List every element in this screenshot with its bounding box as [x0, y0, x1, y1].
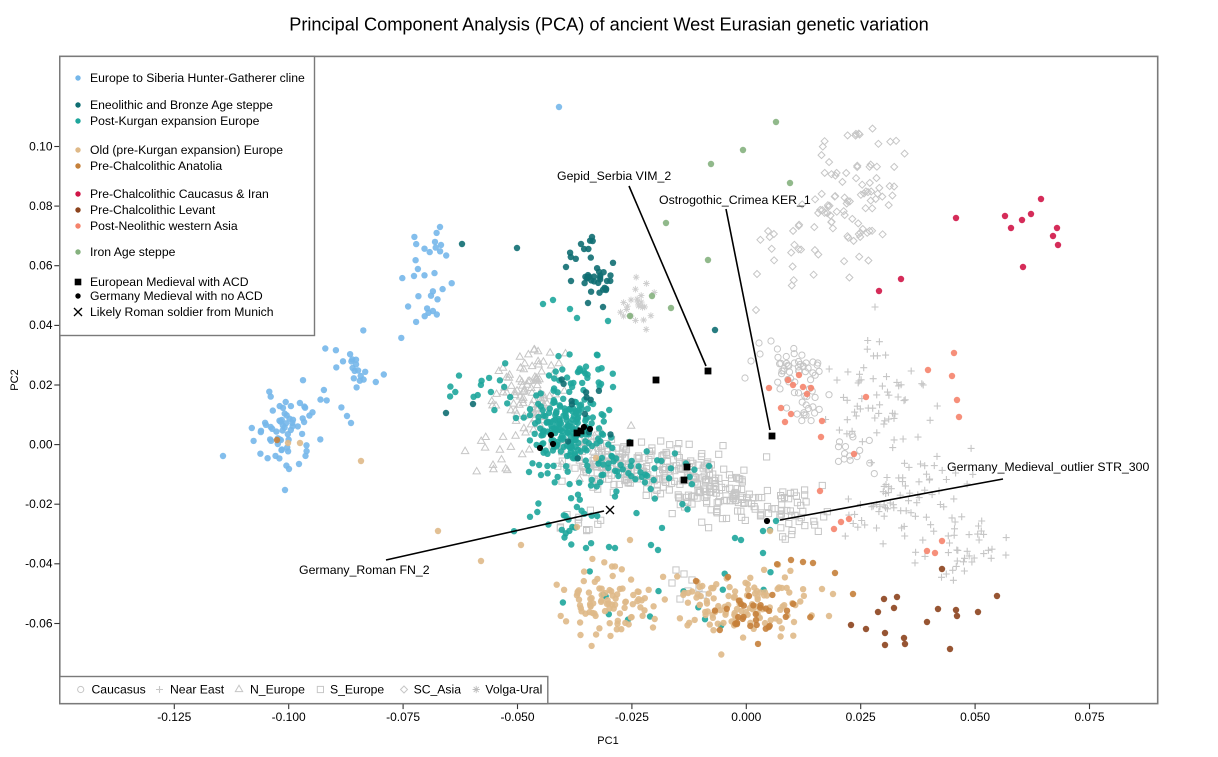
svg-text:Eneolithic and Bronze Age step: Eneolithic and Bronze Age steppe [90, 98, 273, 112]
svg-text:N_Europe: N_Europe [250, 683, 305, 697]
svg-text:Volga-Ural: Volga-Ural [485, 683, 542, 697]
svg-text:Europe to Siberia Hunter-Gathe: Europe to Siberia Hunter-Gatherer cline [90, 71, 305, 85]
svg-text:European Medieval with ACD: European Medieval with ACD [90, 275, 249, 289]
svg-text:0.02: 0.02 [29, 378, 53, 392]
svg-text:Caucasus: Caucasus [92, 683, 146, 697]
svg-text:Gepid_Serbia VIM_2: Gepid_Serbia VIM_2 [557, 169, 671, 183]
svg-text:Ostrogothic_Crimea KER_1: Ostrogothic_Crimea KER_1 [659, 193, 811, 207]
svg-text:0.08: 0.08 [29, 199, 53, 213]
svg-text:Pre-Chalcolithic Anatolia: Pre-Chalcolithic Anatolia [90, 159, 222, 173]
svg-text:0.06: 0.06 [29, 259, 53, 273]
svg-text:Pre-Chalcolithic Caucasus & Ir: Pre-Chalcolithic Caucasus & Iran [90, 187, 269, 201]
svg-text:0.10: 0.10 [29, 139, 53, 153]
svg-text:0.04: 0.04 [29, 318, 53, 332]
svg-text:-0.125: -0.125 [157, 710, 191, 724]
svg-text:-0.04: -0.04 [25, 557, 53, 571]
svg-text:S_Europe: S_Europe [330, 683, 384, 697]
svg-text:Germany Medieval with no ACD: Germany Medieval with no ACD [90, 289, 263, 303]
svg-text:-0.100: -0.100 [272, 710, 306, 724]
svg-text:PC2: PC2 [9, 369, 21, 390]
svg-text:Principal Component Analysis (: Principal Component Analysis (PCA) of an… [289, 15, 929, 35]
svg-text:SC_Asia: SC_Asia [414, 683, 462, 697]
svg-text:Old (pre-Kurgan expansion) Eur: Old (pre-Kurgan expansion) Europe [90, 143, 283, 157]
svg-text:0.000: 0.000 [731, 710, 761, 724]
svg-text:-0.075: -0.075 [386, 710, 420, 724]
svg-text:Germany_Roman FN_2: Germany_Roman FN_2 [299, 563, 430, 577]
svg-text:-0.025: -0.025 [615, 710, 649, 724]
svg-text:Near East: Near East [170, 683, 225, 697]
svg-text:Germany_Medieval_outlier STR_3: Germany_Medieval_outlier STR_300 [947, 460, 1149, 474]
svg-text:-0.02: -0.02 [25, 497, 53, 511]
svg-text:Pre-Chalcolithic Levant: Pre-Chalcolithic Levant [90, 203, 216, 217]
svg-text:0.050: 0.050 [960, 710, 990, 724]
svg-text:-0.050: -0.050 [500, 710, 534, 724]
svg-text:0.00: 0.00 [29, 437, 53, 451]
svg-text:0.025: 0.025 [846, 710, 876, 724]
svg-text:Iron Age steppe: Iron Age steppe [90, 245, 176, 259]
svg-text:Post-Kurgan expansion Europe: Post-Kurgan expansion Europe [90, 114, 260, 128]
svg-text:-0.06: -0.06 [25, 616, 53, 630]
svg-text:PC1: PC1 [597, 735, 618, 747]
svg-text:0.075: 0.075 [1074, 710, 1104, 724]
svg-text:Likely Roman soldier from Muni: Likely Roman soldier from Munich [90, 305, 274, 319]
svg-text:Post-Neolithic western Asia: Post-Neolithic western Asia [90, 219, 238, 233]
